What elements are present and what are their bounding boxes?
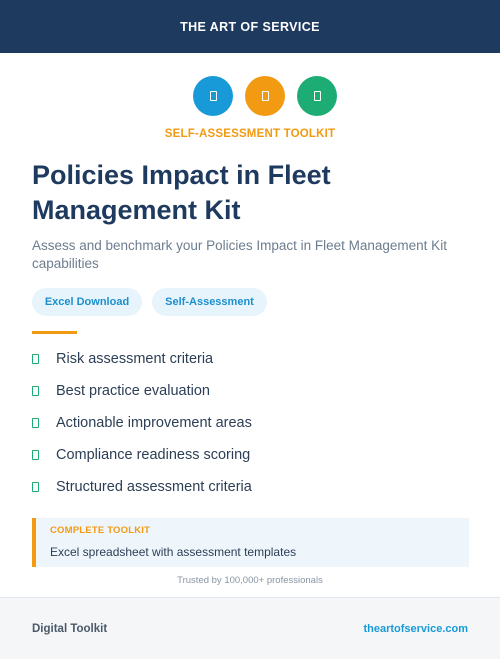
- header-bar: THE ART OF SERVICE: [0, 0, 500, 53]
- feature-text: Risk assessment criteria: [56, 351, 214, 367]
- brand-name: THE ART OF SERVICE: [180, 19, 320, 34]
- feature-text: Compliance readiness scoring: [56, 447, 251, 463]
- feature-text: Structured assessment criteria: [56, 479, 252, 495]
- trust-line: Trusted by 100,000+ professionals: [177, 575, 323, 586]
- check-icon: [32, 354, 39, 364]
- check-icon: [32, 418, 39, 428]
- spreadsheet-icon: [245, 76, 285, 116]
- page-subtitle: Assess and benchmark your Policies Impac…: [32, 238, 447, 271]
- feature-item: Structured assessment criteria: [32, 476, 472, 508]
- feature-item: Risk assessment criteria: [32, 348, 472, 380]
- page-title: Policies Impact in Fleet Management Kit: [32, 158, 472, 228]
- feature-text: Actionable improvement areas: [56, 415, 252, 431]
- check-icon: [32, 482, 39, 492]
- feature-item: Compliance readiness scoring: [32, 444, 472, 476]
- document-icon: [193, 76, 233, 116]
- toolkit-callout: COMPLETE TOOLKIT Excel spreadsheet with …: [32, 518, 469, 567]
- check-icon: [32, 450, 39, 460]
- title-line-1: Policies Impact in Fleet: [32, 160, 331, 190]
- tag-self-assessment: Self-Assessment: [152, 288, 267, 316]
- chart-icon: [297, 76, 337, 116]
- feature-item: Best practice evaluation: [32, 380, 472, 412]
- check-icon: [32, 386, 39, 396]
- feature-text: Best practice evaluation: [56, 383, 210, 399]
- website-link[interactable]: theartofservice.com: [363, 623, 468, 635]
- icon-row: [0, 76, 500, 116]
- feature-item: Actionable improvement areas: [32, 412, 472, 444]
- kicker-label: SELF-ASSESSMENT TOOLKIT: [164, 128, 336, 140]
- footer: Digital Toolkit theartofservice.com: [0, 597, 500, 659]
- footer-label: Digital Toolkit: [32, 623, 108, 635]
- title-line-2: Management Kit: [32, 195, 241, 225]
- tag-excel-download: Excel Download: [32, 288, 142, 316]
- accent-divider: [32, 331, 77, 334]
- feature-list: Risk assessment criteria Best practice e…: [32, 348, 472, 508]
- callout-text: Excel spreadsheet with assessment templa…: [50, 545, 297, 559]
- callout-label: COMPLETE TOOLKIT: [50, 525, 151, 536]
